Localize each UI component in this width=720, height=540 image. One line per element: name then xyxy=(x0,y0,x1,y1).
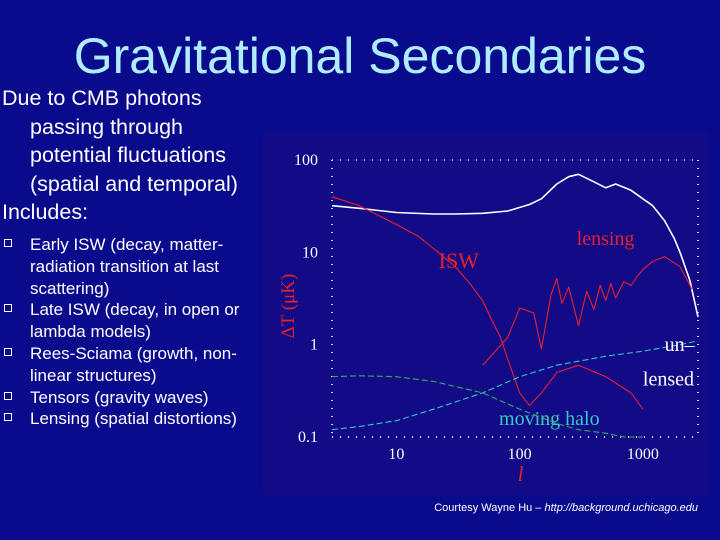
intro-line-2: passing through xyxy=(30,114,183,139)
list-item: Rees-Sciama (growth, non- linear structu… xyxy=(4,343,294,387)
annotation-un-: un– xyxy=(665,334,696,356)
annotation-lensing: lensing xyxy=(577,228,635,250)
credit-line: Courtesy Wayne Hu – http://background.uc… xyxy=(434,502,698,514)
y-tick-label: 100 xyxy=(294,152,318,169)
y-tick-label: 1 xyxy=(310,337,318,354)
bullet-square-icon xyxy=(4,347,12,356)
x-tick-label: 10 xyxy=(388,446,404,463)
annotation-lensed: lensed xyxy=(643,369,694,391)
intro-line-4: (spatial and temporal) xyxy=(30,171,238,196)
list-item-line: radiation transition at last xyxy=(30,256,219,276)
list-item: Late ISW (decay, in open or lambda model… xyxy=(4,299,294,343)
credit-url[interactable]: http://background.uchicago.edu xyxy=(544,502,698,514)
intro-line-3: potential fluctuations xyxy=(30,143,227,167)
list-item: Early ISW (decay, matter- radiation tran… xyxy=(4,234,294,299)
list-item: Tensors (gravity waves) xyxy=(4,387,294,409)
bullet-square-icon xyxy=(4,413,12,422)
annotation-isw: ISW xyxy=(439,248,480,273)
x-tick-label: 1000 xyxy=(627,446,659,463)
annotation-moving-halo: moving halo xyxy=(499,408,600,430)
series-line-unlensed xyxy=(331,173,699,318)
bullet-square-icon xyxy=(4,391,12,400)
list-item-line: Rees-Sciama (growth, non- xyxy=(30,343,237,363)
series-line-ISW xyxy=(331,196,644,410)
list-item-line: lambda models) xyxy=(30,322,151,342)
list-item-line: Lensing (spatial distortions) xyxy=(30,409,237,429)
intro-text: Due to CMB photons passing through poten… xyxy=(2,84,282,227)
y-tick-label: 10 xyxy=(302,244,318,261)
slide-title: Gravitational Secondaries xyxy=(73,28,647,84)
credit-prefix: Courtesy Wayne Hu – xyxy=(434,502,545,514)
intro-line-1: Due to CMB photons xyxy=(2,86,202,110)
power-spectrum-plot: 0.1 1 10 100 10 100 1000 ΔT (μK) l ISW lensing un– l… xyxy=(263,132,708,494)
list-item-line: scattering) xyxy=(30,278,110,298)
list-item-line: Late ISW (decay, in open or xyxy=(30,300,240,320)
x-axis-label: l xyxy=(518,462,524,486)
y-tick-label: 0.1 xyxy=(298,429,318,446)
includes-label: Includes: xyxy=(2,200,89,224)
series-line-moving-halo xyxy=(331,340,699,431)
chart-svg: 0.1 1 10 100 10 100 1000 ΔT (μK) l ISW lensing un– l… xyxy=(278,152,699,486)
y-axis-label: ΔT (μK) xyxy=(278,274,299,339)
bullet-square-icon xyxy=(4,304,12,313)
list-item: Lensing (spatial distortions) xyxy=(4,408,294,430)
x-tick-label: 100 xyxy=(508,446,532,463)
series-line-lensing xyxy=(482,256,693,366)
list-item-line: linear structures) xyxy=(30,365,157,385)
bullet-square-icon xyxy=(4,239,12,247)
series-line-green xyxy=(331,375,643,438)
list-item-line: Early ISW (decay, matter- xyxy=(30,235,224,254)
secondaries-list: Early ISW (decay, matter- radiation tran… xyxy=(4,234,294,430)
list-item-line: Tensors (gravity waves) xyxy=(30,387,209,407)
